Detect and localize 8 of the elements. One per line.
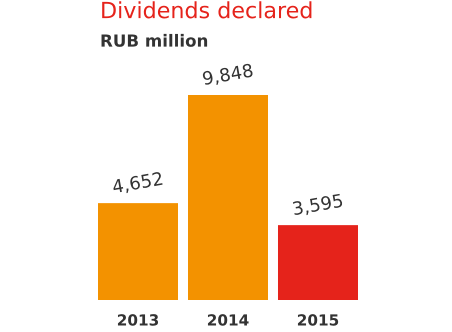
chart-title: Dividends declared	[102, 1, 312, 18]
x-tick-label: 2015	[298, 314, 338, 326]
x-tick-label: 2013	[118, 314, 158, 326]
chart-subtitle: RUB million	[102, 34, 208, 47]
data-label: 4,652	[112, 171, 163, 196]
x-tick-label: 2014	[208, 314, 249, 326]
data-label: 3,595	[292, 193, 344, 218]
data-label: 9,848	[202, 63, 254, 88]
